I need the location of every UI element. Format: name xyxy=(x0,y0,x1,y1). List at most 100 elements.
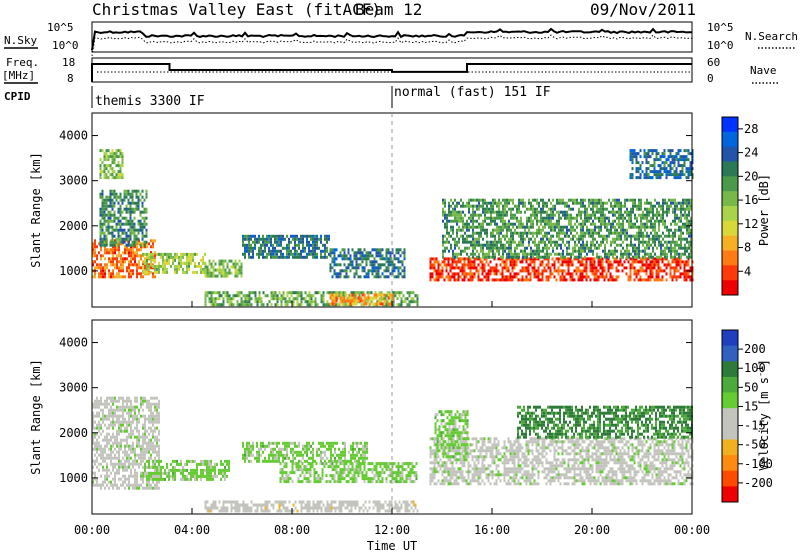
power-cell xyxy=(296,243,298,247)
power-cell xyxy=(334,291,337,295)
power-cell xyxy=(314,252,316,256)
power-cell xyxy=(562,213,564,217)
power-cell xyxy=(585,269,588,273)
power-cell xyxy=(117,219,120,223)
power-cell xyxy=(644,225,646,229)
power-cell xyxy=(115,152,118,156)
power-cell xyxy=(675,170,678,174)
velocity-cell xyxy=(94,426,96,430)
power-cell xyxy=(412,300,415,304)
power-cell xyxy=(594,216,596,220)
power-cell xyxy=(123,231,126,235)
power-cell xyxy=(647,263,650,267)
power-cell xyxy=(678,225,680,229)
power-cell xyxy=(592,234,594,238)
velocity-cell xyxy=(144,438,146,442)
power-cell xyxy=(244,303,247,307)
power-cell xyxy=(461,257,464,261)
power-cell xyxy=(111,207,114,211)
power-cell xyxy=(103,173,106,177)
power-cell xyxy=(109,243,112,247)
power-cell xyxy=(455,272,458,276)
power-cell xyxy=(649,149,652,153)
power-cell xyxy=(329,266,332,270)
power-cell xyxy=(598,219,600,223)
power-cell xyxy=(600,219,602,223)
power-cell xyxy=(458,228,460,232)
power-cell xyxy=(679,275,682,279)
power-cell xyxy=(656,255,658,259)
velocity-cell xyxy=(130,462,132,466)
velocity-cell xyxy=(124,480,126,484)
velocity-cell xyxy=(112,486,114,490)
power-cell xyxy=(675,263,678,267)
power-cell xyxy=(566,234,568,238)
power-cell xyxy=(130,251,132,255)
power-cell xyxy=(129,207,132,211)
power-cell xyxy=(541,275,544,279)
velocity-cell xyxy=(108,453,110,457)
power-cell xyxy=(250,246,252,250)
velocity-cell xyxy=(116,468,118,472)
power-cell xyxy=(136,248,138,252)
power-cell xyxy=(98,263,100,267)
velocity-cell xyxy=(148,405,150,409)
power-cell xyxy=(581,260,584,264)
power-cell xyxy=(651,149,654,153)
power-cell xyxy=(630,198,632,202)
power-cell xyxy=(606,222,608,226)
power-cell xyxy=(598,207,600,211)
power-cell xyxy=(559,278,562,282)
power-cell xyxy=(674,201,676,205)
velocity-cell xyxy=(144,414,146,418)
velocity-cell xyxy=(150,414,152,418)
power-cell xyxy=(111,152,114,156)
power-cell xyxy=(655,170,658,174)
power-cell xyxy=(389,302,392,306)
power-cell xyxy=(98,242,100,246)
power-cell xyxy=(176,267,178,271)
power-cell xyxy=(154,270,156,274)
power-cell xyxy=(509,260,512,264)
power-cell xyxy=(331,257,334,261)
power-cell xyxy=(494,222,496,226)
nsearch-tick-top: 10^5 xyxy=(707,21,734,34)
power-cell xyxy=(679,155,682,159)
power-cell xyxy=(683,275,686,279)
power-cell xyxy=(108,251,110,255)
velocity-cell xyxy=(118,447,120,451)
nsky-tick-bottom: 10^0 xyxy=(52,39,79,52)
power-cell xyxy=(150,258,152,262)
velocity-cell xyxy=(134,477,136,481)
power-cell xyxy=(544,231,546,235)
power-cell xyxy=(655,173,658,177)
power-cell xyxy=(190,258,192,262)
power-cell xyxy=(326,237,328,241)
power-cell xyxy=(654,219,656,223)
power-cell xyxy=(618,210,620,214)
power-cell xyxy=(558,225,560,229)
power-cell xyxy=(648,234,650,238)
power-cell xyxy=(482,228,484,232)
power-cell xyxy=(260,300,263,304)
power-cell xyxy=(156,264,158,268)
power-cell xyxy=(200,270,202,274)
power-cell xyxy=(260,297,263,301)
power-cell xyxy=(470,243,472,247)
power-cell xyxy=(502,204,504,208)
nsearch-tick-bottom: 10^0 xyxy=(707,39,734,52)
power-cell xyxy=(639,149,642,153)
power-cell xyxy=(647,161,650,165)
power-cell xyxy=(631,155,634,159)
power-cell xyxy=(584,204,586,208)
velocity-cell xyxy=(116,432,118,436)
power-cell xyxy=(678,246,680,250)
power-cell xyxy=(505,263,508,267)
power-cell xyxy=(577,278,580,282)
power-cell xyxy=(403,254,406,258)
power-cell xyxy=(196,270,198,274)
power-cell xyxy=(230,303,233,307)
power-cell xyxy=(410,300,413,304)
power-cell xyxy=(681,170,684,174)
power-cell xyxy=(431,257,434,261)
